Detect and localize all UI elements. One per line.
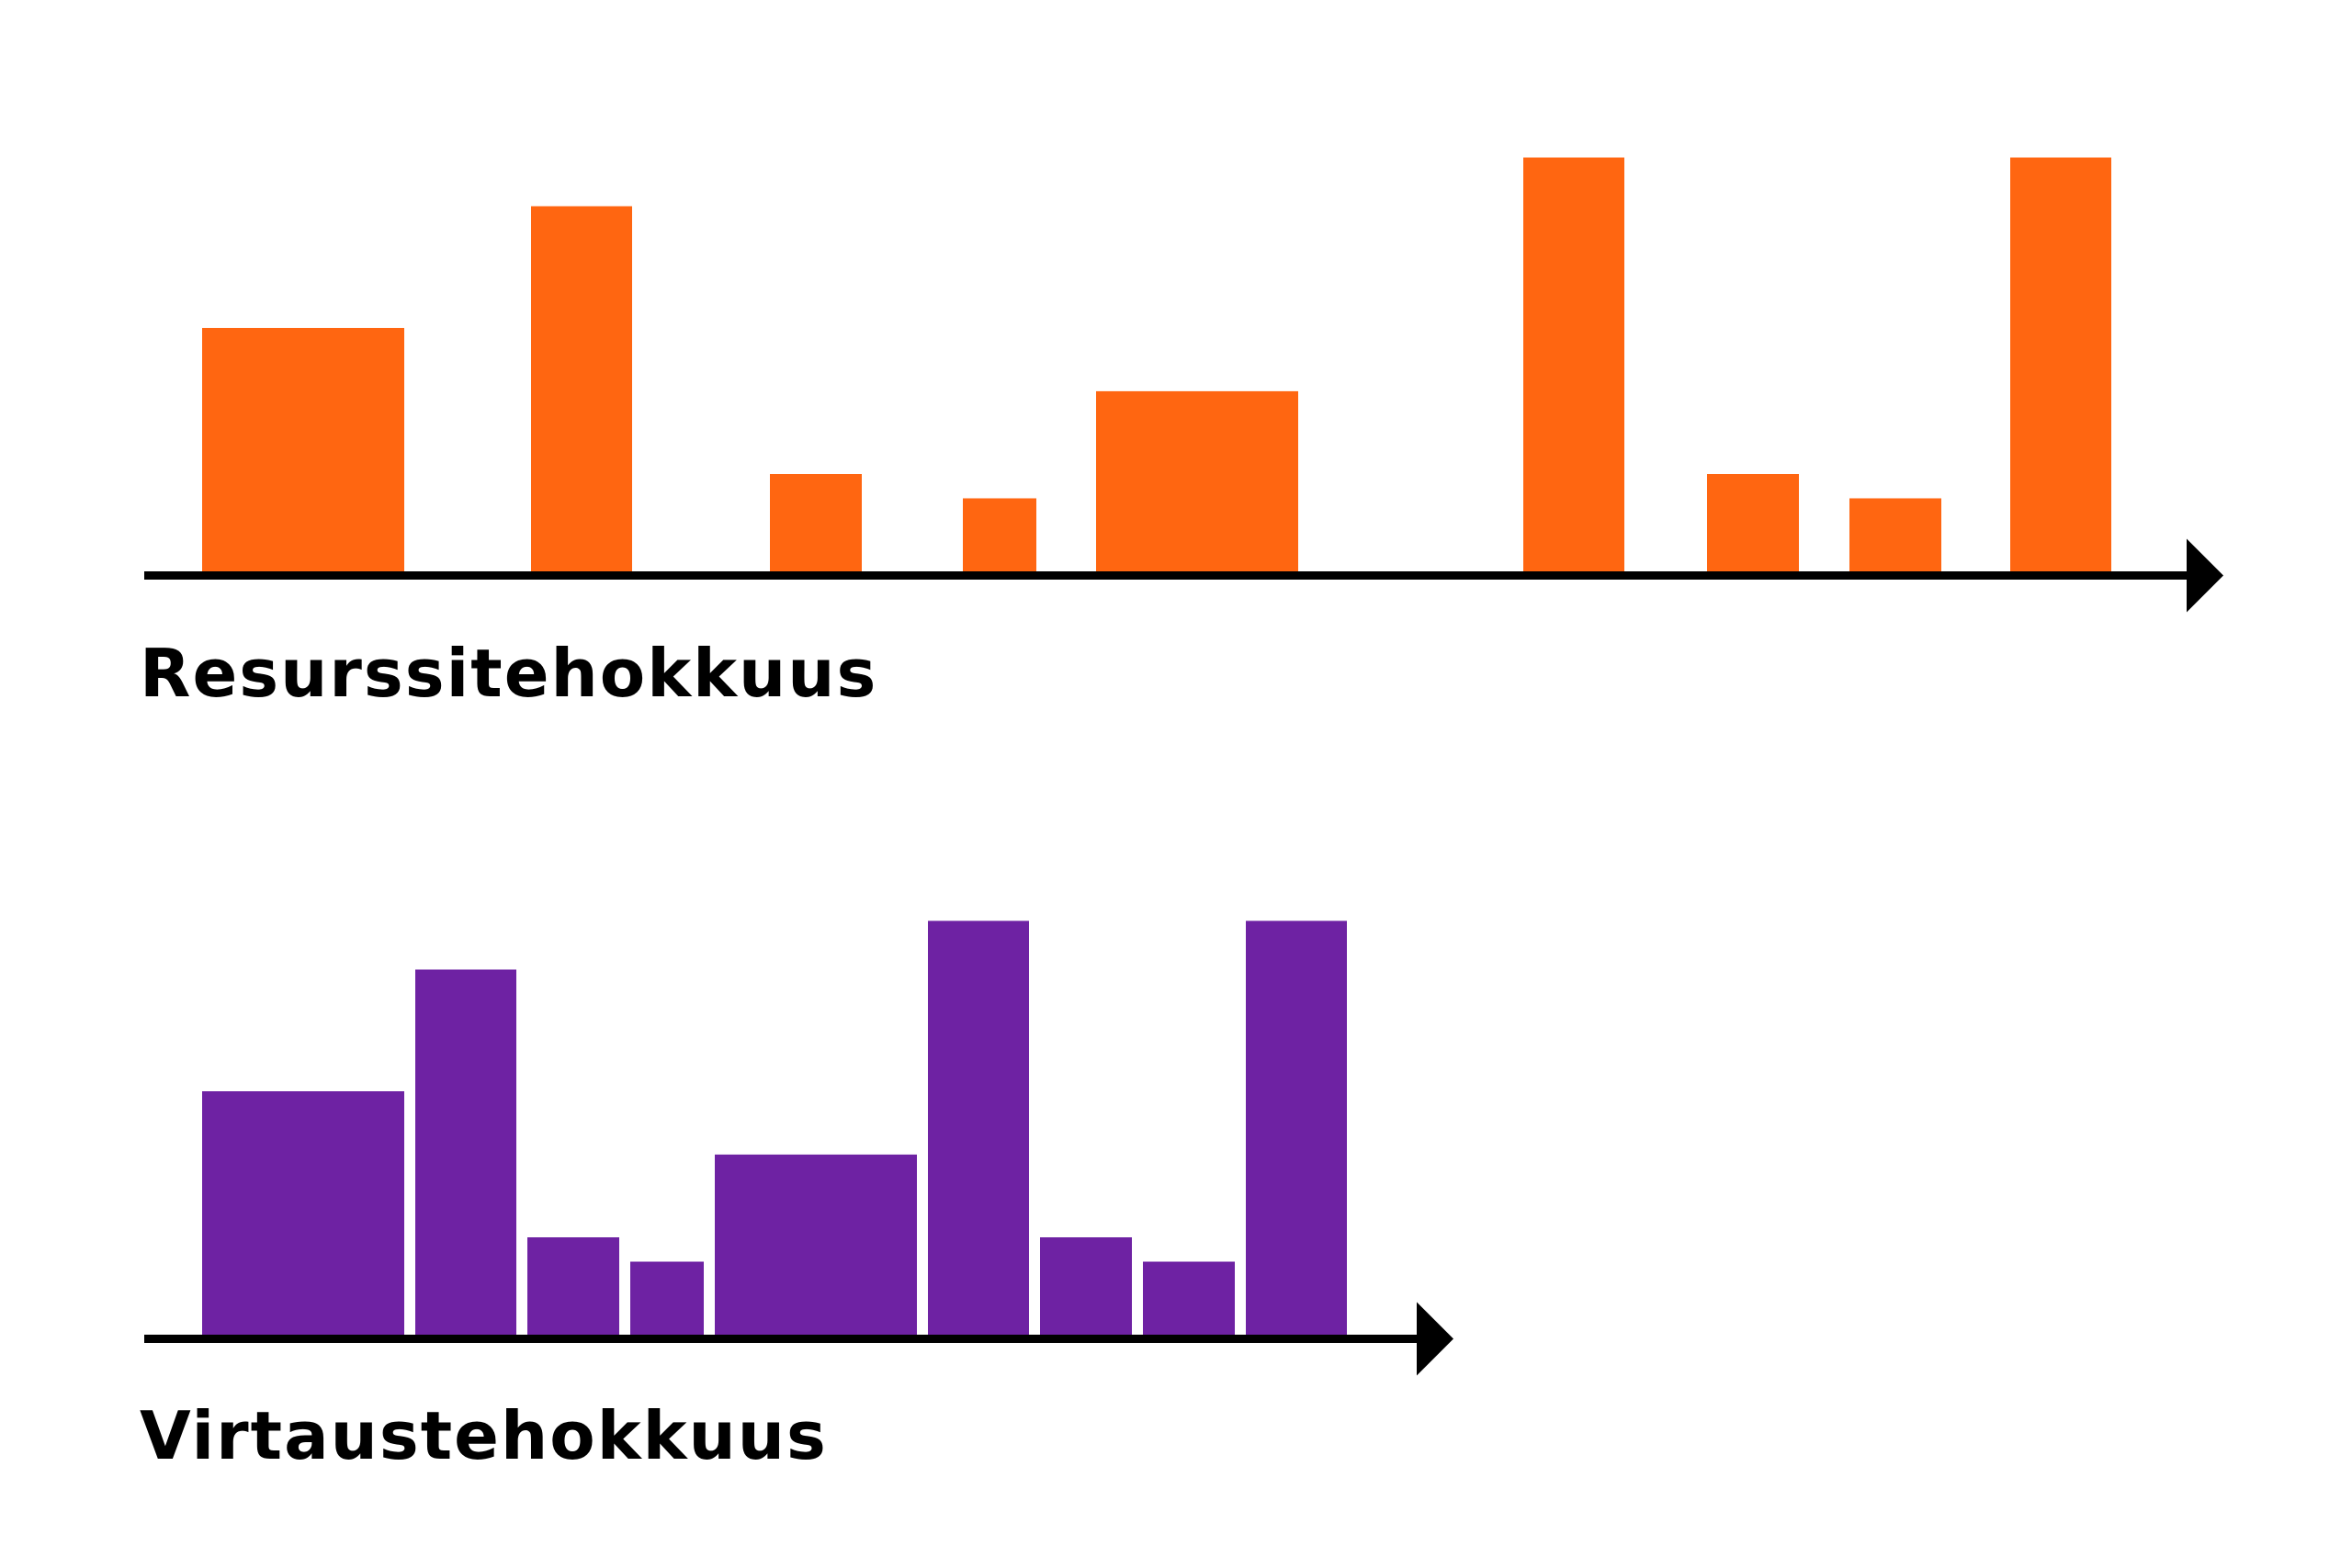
flow-efficiency-diagram: [144, 920, 1453, 1376]
flow-bar-8: [1143, 1261, 1235, 1335]
resource-efficiency-label: Resurssitehokkuus: [140, 635, 877, 712]
resource-bar-5: [1096, 390, 1298, 571]
flow-efficiency-label: Virtaustehokkuus: [140, 1397, 828, 1474]
flow-bar-2: [415, 969, 516, 1335]
resource-axis-line: [144, 571, 2187, 580]
flow-bar-1: [202, 1091, 404, 1335]
flow-axis-line: [144, 1335, 1417, 1343]
resource-efficiency-diagram: [144, 157, 2223, 613]
resource-bar-2: [531, 206, 632, 571]
flow-bar-4: [630, 1261, 704, 1335]
flow-axis-arrowhead: [1417, 1302, 1453, 1376]
flow-bar-6: [928, 920, 1029, 1335]
resource-bar-8: [1849, 498, 1941, 571]
flow-bar-7: [1040, 1237, 1132, 1335]
resource-bar-9: [2010, 157, 2111, 571]
resource-bar-6: [1523, 157, 1624, 571]
resource-axis-arrowhead: [2187, 538, 2223, 613]
resource-bar-7: [1707, 474, 1799, 571]
resource-bar-4: [963, 498, 1036, 571]
flow-bar-9: [1246, 920, 1347, 1335]
flow-bar-3: [527, 1237, 619, 1335]
resource-bar-3: [770, 474, 862, 571]
resource-bar-1: [202, 328, 404, 571]
flow-bar-5: [715, 1154, 917, 1335]
